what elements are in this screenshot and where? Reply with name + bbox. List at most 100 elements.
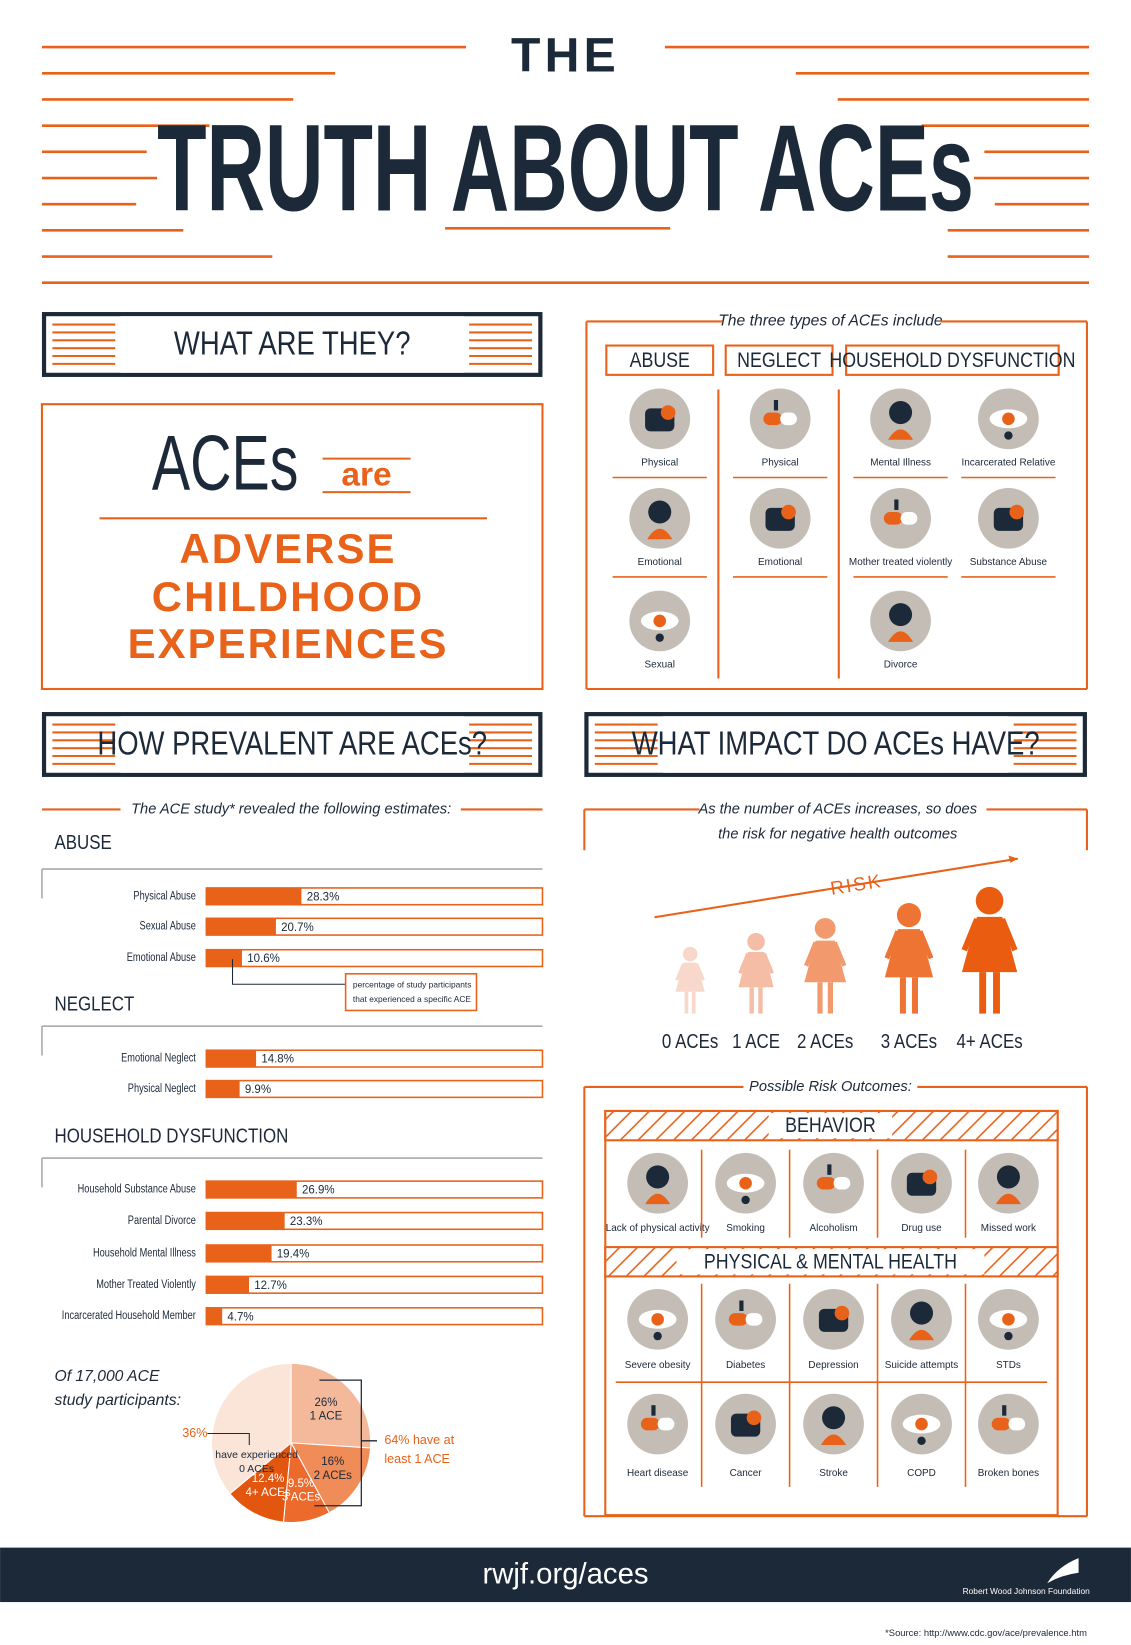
heading-text: WHAT IMPACT DO ACEs HAVE? — [632, 725, 1040, 762]
type-item: Mental Illness — [870, 457, 931, 468]
footer-url: rwjf.org/aces — [482, 1558, 648, 1591]
types-intro: The three types of ACEs include — [718, 313, 943, 330]
slice-name: 3 ACEs — [282, 1492, 321, 1504]
icon-accent — [640, 1417, 660, 1431]
group-label: ABUSE — [55, 831, 112, 854]
bar-category: Emotional Abuse — [127, 952, 196, 964]
figure-leg — [691, 991, 696, 1014]
icon — [870, 590, 931, 652]
bar-category: Physical Abuse — [133, 891, 196, 903]
definition-line: CHILDHOOD — [152, 573, 424, 620]
bar-label: Mother Treated Violently — [96, 1279, 196, 1291]
band-plate — [768, 1113, 893, 1139]
bar — [206, 1307, 223, 1325]
icon-shape — [822, 1406, 846, 1430]
icon-shape — [889, 603, 913, 627]
outcome-item: STDs — [996, 1360, 1021, 1371]
icon-accent — [816, 1176, 836, 1190]
bar-label: Parental Divorce — [128, 1215, 196, 1227]
bar-value: 9.9% — [245, 1084, 271, 1096]
icon-accent — [908, 1329, 935, 1341]
figure-name: 4+ ACEs — [956, 1030, 1022, 1053]
icon-accent — [1002, 412, 1015, 426]
slice-name: 2 ACEs — [314, 1470, 353, 1482]
band-heading: PHYSICAL & MENTAL HEALTH — [704, 1250, 957, 1274]
slice-value: 36% — [182, 1426, 207, 1440]
icon — [891, 1393, 952, 1455]
figure-arms — [738, 952, 774, 974]
bar — [206, 1212, 285, 1230]
outcome-item: Suicide attempts — [885, 1360, 958, 1371]
person-figure — [738, 932, 774, 1014]
figure-body — [961, 916, 1018, 973]
bar-category: Sexual Abuse — [140, 921, 196, 933]
figure-name: 0 ACEs — [662, 1030, 718, 1053]
band-heading: BEHAVIOR — [785, 1114, 876, 1138]
icon-shape — [827, 1164, 832, 1175]
person-figure — [961, 886, 1018, 1014]
icon-accent — [763, 412, 783, 426]
pie-bracket — [314, 1379, 362, 1507]
figure-name: 2 ACEs — [797, 1030, 853, 1053]
icon-accent — [660, 405, 676, 420]
heading-text: HOW PREVALENT ARE ACEs? — [97, 725, 487, 762]
bar-track — [205, 1049, 544, 1068]
heading: WHAT ARE THEY? — [174, 325, 411, 362]
person-figure — [675, 946, 705, 1014]
figure-head — [896, 903, 922, 928]
definition-line: EXPERIENCES — [128, 620, 449, 667]
icon — [978, 1288, 1039, 1350]
bar — [206, 1181, 297, 1198]
icon — [627, 1393, 689, 1455]
figure-body — [675, 962, 705, 992]
figure-head — [975, 886, 1004, 915]
heading-plate — [662, 716, 1009, 773]
pie-slice — [290, 1362, 372, 1449]
figure-arms — [675, 963, 705, 981]
icon-shape — [655, 633, 664, 642]
bar-value: 14.8% — [261, 1054, 294, 1066]
type-heading: HOUSEHOLD DYSFUNCTION — [829, 348, 1075, 372]
person-figure — [804, 917, 847, 1014]
bar — [206, 1245, 272, 1262]
icon-accent — [834, 1305, 850, 1321]
outcome-item: Stroke — [819, 1468, 848, 1479]
figure-leg — [684, 991, 689, 1014]
icon-accent — [653, 614, 667, 628]
icon-accent — [647, 528, 673, 540]
icon-accent — [888, 631, 914, 642]
band-text: BEHAVIOR — [785, 1114, 876, 1138]
arrow-head — [1008, 855, 1018, 863]
pie-slice — [211, 1362, 292, 1495]
person-figure — [884, 903, 934, 1014]
type-heading: ABUSE — [630, 348, 690, 372]
icon-accent — [746, 1410, 762, 1426]
icon-shape — [651, 1405, 656, 1416]
outcome-item: Lack of physical activity — [606, 1223, 710, 1234]
figure-name: 1 ACE — [732, 1030, 780, 1053]
note-box — [344, 973, 478, 1012]
icon-shape — [1002, 1405, 1007, 1416]
icon-shape — [653, 1331, 662, 1341]
icon-shape — [909, 1301, 934, 1325]
bar-category: Emotional Neglect — [121, 1053, 196, 1065]
icon-accent — [915, 1417, 928, 1431]
outcome-item: Severe obesity — [625, 1360, 691, 1371]
bar-label: Emotional Neglect — [121, 1053, 196, 1065]
heading: WHAT IMPACT DO ACEs HAVE? — [632, 725, 1040, 762]
group-name: HOUSEHOLD DYSFUNCTION — [55, 1124, 289, 1147]
band-plate — [676, 1249, 985, 1275]
heading-plate — [120, 716, 464, 773]
figure-body — [884, 929, 934, 978]
icon — [715, 1152, 776, 1214]
icon — [978, 1393, 1039, 1455]
definition-box — [40, 403, 544, 691]
heading-plate — [120, 316, 464, 373]
slice-name: 1 ACE — [310, 1411, 343, 1423]
icon-shape — [889, 401, 913, 425]
icon — [891, 1288, 952, 1350]
outcome-item: Cancer — [730, 1468, 763, 1479]
icon — [870, 388, 931, 450]
type-box — [605, 344, 715, 376]
figure-arms — [884, 930, 934, 960]
